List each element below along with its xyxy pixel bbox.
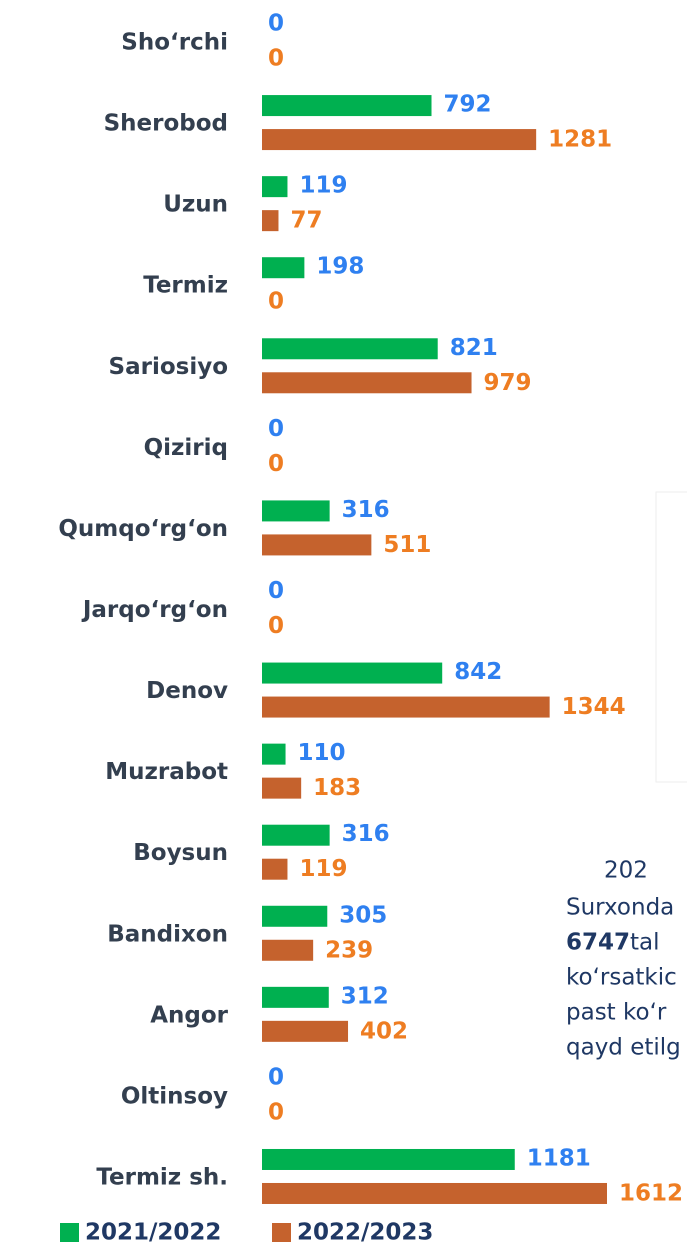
value-label: 792 xyxy=(444,92,492,118)
bar xyxy=(262,743,286,765)
annotation-text: qayd etilg xyxy=(566,1035,681,1061)
value-label: 842 xyxy=(454,659,502,685)
bar xyxy=(262,905,328,927)
bar xyxy=(262,338,438,360)
bar xyxy=(262,777,302,799)
value-label: 0 xyxy=(268,11,284,37)
value-label: 239 xyxy=(325,937,373,963)
bar xyxy=(262,372,472,394)
category-label: Oltinsoy xyxy=(121,1083,228,1109)
value-label: 0 xyxy=(268,416,284,442)
value-label: 198 xyxy=(316,254,364,280)
value-label: 821 xyxy=(450,335,498,361)
category-label: Qumqo‘rg‘on xyxy=(58,516,228,542)
value-label: 1281 xyxy=(548,127,612,153)
bar xyxy=(262,257,305,279)
legend-swatch xyxy=(60,1223,79,1242)
bar xyxy=(262,210,279,232)
category-label: Muzrabot xyxy=(105,759,228,785)
value-label: 0 xyxy=(268,613,284,639)
value-label: 316 xyxy=(342,821,390,847)
value-label: 0 xyxy=(268,451,284,477)
bar xyxy=(262,662,443,684)
value-label: 0 xyxy=(268,1064,284,1090)
category-label: Sho‘rchi xyxy=(121,30,228,56)
value-label: 110 xyxy=(298,740,346,766)
category-label: Denov xyxy=(146,678,228,704)
value-label: 0 xyxy=(268,578,284,604)
annotation-text: Surxonda xyxy=(566,895,674,921)
bar xyxy=(262,500,330,522)
category-label: Uzun xyxy=(163,192,228,218)
value-label: 0 xyxy=(268,289,284,315)
panel-edge xyxy=(655,491,687,783)
value-label: 1612 xyxy=(619,1180,683,1206)
bar xyxy=(262,1020,349,1042)
bar xyxy=(262,95,432,117)
bar xyxy=(262,986,329,1008)
bar xyxy=(262,1182,607,1204)
bar xyxy=(262,858,288,880)
value-label: 1181 xyxy=(527,1145,591,1171)
category-label: Qiziriq xyxy=(144,435,228,461)
category-label: Sariosiyo xyxy=(109,354,228,380)
value-label: 119 xyxy=(299,856,347,882)
value-label: 305 xyxy=(339,902,387,928)
value-label: 511 xyxy=(383,532,431,558)
legend-label: 2021/2022 xyxy=(85,1220,221,1246)
value-label: 119 xyxy=(299,173,347,199)
bar xyxy=(262,696,550,718)
value-label: 0 xyxy=(268,1099,284,1125)
value-label: 312 xyxy=(341,983,389,1009)
category-label: Bandixon xyxy=(107,921,228,947)
bar xyxy=(262,939,314,961)
annotation-text: tal xyxy=(630,930,660,956)
value-label: 402 xyxy=(360,1018,408,1044)
annotation-text: 6747 xyxy=(566,930,630,956)
bar xyxy=(262,824,330,846)
bar xyxy=(262,1148,515,1170)
legend-swatch xyxy=(272,1223,291,1242)
legend-label: 2022/2023 xyxy=(297,1220,433,1246)
annotation-text: ko‘rsatkic xyxy=(566,965,677,991)
annotation-text: 202 xyxy=(604,858,648,884)
value-label: 1344 xyxy=(562,694,626,720)
bar xyxy=(262,534,372,556)
value-label: 979 xyxy=(484,370,532,396)
value-label: 316 xyxy=(342,497,390,523)
category-label: Sherobod xyxy=(104,111,228,137)
category-label: Termiz sh. xyxy=(96,1164,228,1190)
annotation-text: past ko‘r xyxy=(566,1000,667,1026)
bar xyxy=(262,129,537,151)
category-label: Angor xyxy=(150,1002,228,1028)
value-label: 77 xyxy=(290,208,322,234)
value-label: 183 xyxy=(313,775,361,801)
category-label: Boysun xyxy=(133,840,228,866)
value-label: 0 xyxy=(268,46,284,72)
category-label: Jarqo‘rg‘on xyxy=(81,597,228,623)
bar xyxy=(262,176,288,198)
category-label: Termiz xyxy=(143,273,228,299)
